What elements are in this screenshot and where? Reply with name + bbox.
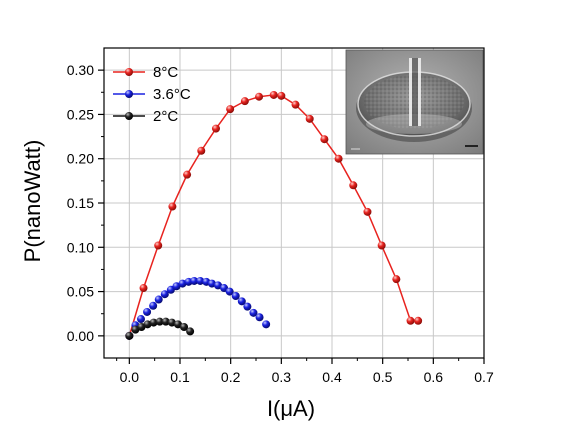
x-tick-label: 0.4: [322, 369, 342, 385]
series-layer: [125, 90, 423, 340]
data-point: [214, 281, 222, 290]
legend-label: 2°C: [153, 108, 178, 125]
legend-item: 8°C: [113, 64, 178, 81]
data-point: [155, 317, 164, 326]
legend-label: 3.6°C: [153, 86, 191, 103]
y-tick-label: 0.15: [67, 195, 94, 211]
data-point: [186, 327, 195, 336]
data-point: [377, 241, 386, 250]
data-point: [320, 135, 329, 144]
legend-label: 8°C: [153, 64, 178, 81]
data-point: [255, 313, 264, 322]
data-point: [168, 202, 177, 211]
data-point: [160, 290, 169, 299]
y-tick-label: 0.30: [67, 62, 94, 78]
data-point: [190, 276, 199, 285]
data-point: [291, 100, 300, 109]
y-tick-label: 0.20: [67, 151, 94, 167]
data-point: [143, 320, 152, 329]
data-point: [154, 295, 163, 304]
data-point: [277, 91, 286, 100]
data-point: [161, 317, 170, 326]
x-tick-label: 0.6: [424, 369, 444, 385]
data-point: [392, 275, 401, 284]
data-point: [136, 315, 145, 324]
data-point: [269, 90, 278, 99]
legend-marker: [125, 112, 133, 120]
data-point: [255, 92, 264, 101]
x-tick-label: 0.1: [170, 369, 190, 385]
x-tick-label: 0.7: [474, 369, 494, 385]
data-point: [231, 292, 240, 300]
data-point: [243, 302, 252, 311]
data-point: [262, 320, 271, 329]
data-point: [143, 307, 152, 316]
plot-frame: [103, 47, 485, 359]
data-point: [240, 97, 249, 106]
data-point: [207, 279, 216, 288]
x-axis-title: I(μA): [267, 396, 315, 421]
y-tick-label: 0.05: [67, 284, 94, 300]
y-tick-label: 0.00: [67, 328, 94, 344]
data-point: [237, 297, 246, 306]
data-point: [363, 207, 372, 216]
y-axis-title: P(nanoWatt): [20, 140, 45, 263]
x-tick-label: 0.3: [272, 369, 292, 385]
data-point: [183, 170, 192, 179]
data-point: [149, 318, 158, 327]
data-point: [173, 320, 182, 329]
data-point: [305, 114, 314, 123]
data-point: [225, 287, 234, 296]
data-point: [131, 325, 140, 334]
data-point: [154, 241, 163, 250]
legend-item: 3.6°C: [113, 86, 191, 103]
series-2: [125, 317, 195, 340]
data-point: [139, 284, 148, 293]
data-point: [178, 279, 187, 288]
tick-labels: 0.0 0.1 0.2 0.3 0.4 0.5 0.6 0.7 0.00 0.05 0.10 0.15…: [67, 62, 494, 385]
data-point: [197, 146, 206, 155]
data-point: [125, 331, 134, 340]
data-point: [137, 323, 146, 331]
legend: 8°C 3.6°C 2°C: [113, 64, 191, 125]
data-point: [172, 282, 181, 291]
data-point: [414, 316, 423, 325]
x-tick-label: 0.2: [221, 369, 241, 385]
legend-marker: [125, 90, 133, 98]
data-point: [167, 318, 176, 327]
y-tick-label: 0.10: [67, 239, 94, 255]
y-tick-label: 0.25: [67, 106, 94, 122]
data-point: [334, 154, 343, 163]
data-point: [196, 276, 205, 285]
inset-sem-image: [345, 49, 484, 155]
data-point: [249, 308, 258, 317]
data-point: [211, 124, 220, 133]
x-tick-label: 0.5: [373, 369, 393, 385]
data-point: [226, 105, 235, 114]
legend-marker: [125, 68, 133, 76]
data-point: [149, 301, 158, 310]
legend-item: 2°C: [113, 108, 178, 125]
data-point: [406, 316, 415, 325]
data-point: [180, 323, 189, 331]
data-point: [349, 181, 358, 190]
x-tick-label: 0.0: [120, 369, 140, 385]
